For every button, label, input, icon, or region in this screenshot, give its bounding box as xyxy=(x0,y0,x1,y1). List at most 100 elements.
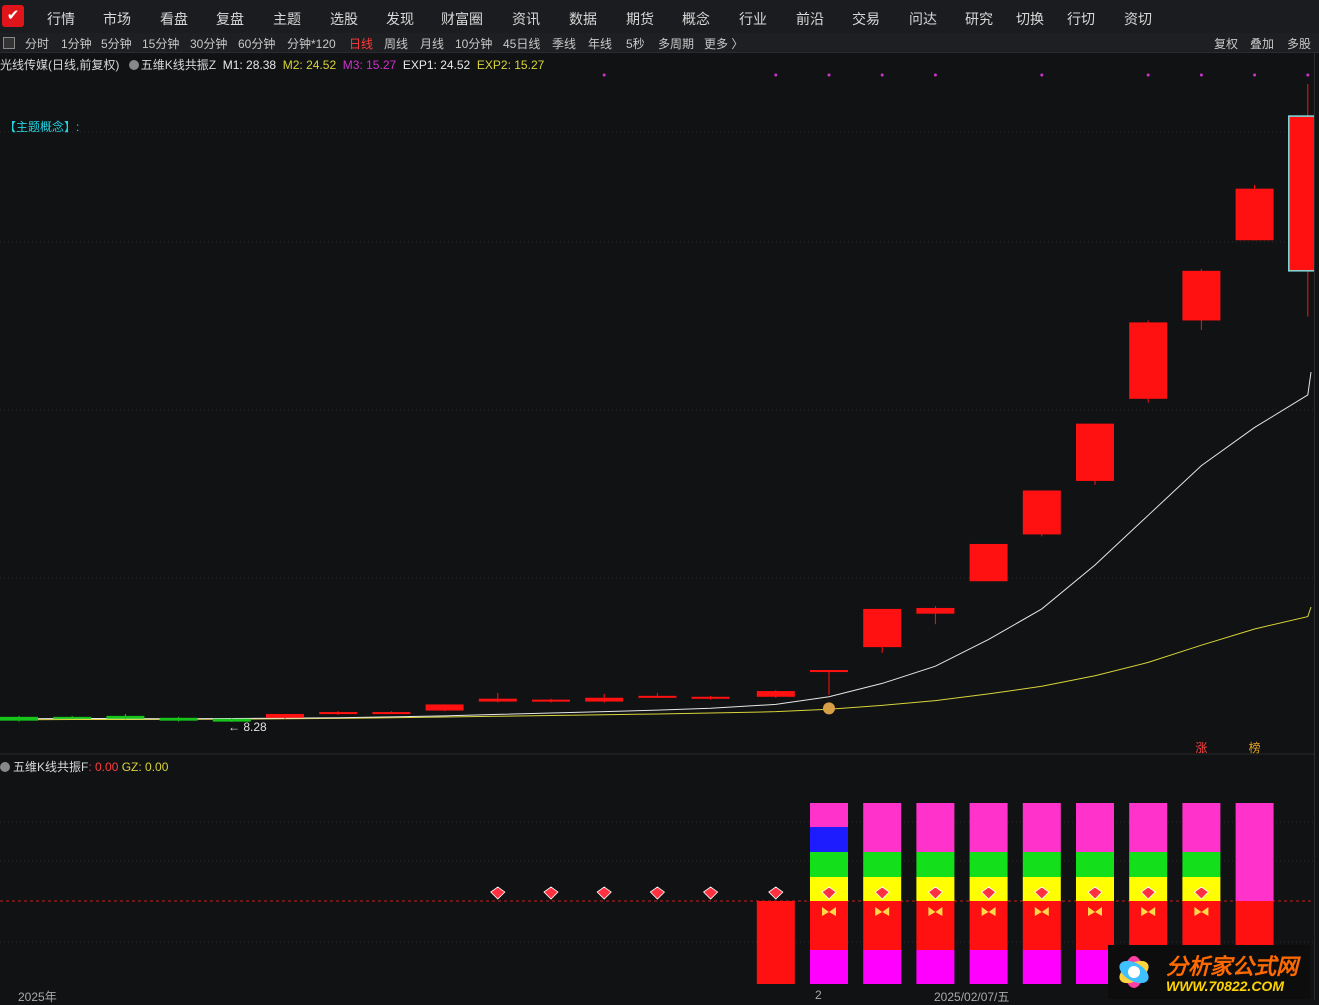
gem-icon xyxy=(1140,886,1156,900)
period-right-item[interactable]: 复权 xyxy=(1214,37,1239,51)
candle-body[interactable] xyxy=(638,695,677,698)
period-item[interactable]: 分钟*120 xyxy=(287,37,336,51)
menu-item[interactable]: 市场 xyxy=(103,11,131,27)
candle-body[interactable] xyxy=(585,697,624,702)
theme-concept-label[interactable]: 【主题概念】: xyxy=(4,120,80,134)
candle-body[interactable] xyxy=(425,704,464,711)
candle-body[interactable] xyxy=(478,698,517,702)
main-indicator-name[interactable]: 五维K线共振Z xyxy=(140,58,217,72)
sub-bar-segment xyxy=(969,803,1008,852)
sub-bar-segment xyxy=(863,852,902,877)
candle-body[interactable] xyxy=(1022,490,1061,535)
candle-body[interactable] xyxy=(372,712,411,715)
period-item[interactable]: 更多 〉 xyxy=(704,37,744,51)
menu-item[interactable]: 问达 xyxy=(909,11,937,27)
candle-body[interactable] xyxy=(756,691,795,697)
m1-value: M1: 28.38 xyxy=(222,58,277,72)
menu-item[interactable]: 主题 xyxy=(273,11,301,27)
candle-body[interactable] xyxy=(1129,322,1168,399)
menu-item[interactable]: 看盘 xyxy=(160,11,188,27)
menu-item[interactable]: 行情 xyxy=(47,11,75,27)
chart-right-border xyxy=(1314,52,1315,1000)
candle-body[interactable] xyxy=(159,717,198,721)
period-item[interactable]: 10分钟 xyxy=(455,37,493,51)
menu-item[interactable]: 发现 xyxy=(386,11,414,27)
sub-indicator-chart[interactable] xyxy=(0,756,1314,1004)
menu-item[interactable]: 交易 xyxy=(852,11,880,27)
period-item[interactable]: 多周期 xyxy=(658,37,695,51)
butterfly-icon xyxy=(1141,907,1156,916)
app-logo-icon[interactable]: ✔ xyxy=(2,5,24,27)
candle-body[interactable] xyxy=(319,712,358,715)
period-item[interactable]: 日线 xyxy=(349,37,374,51)
m3-dot xyxy=(1253,73,1257,77)
period-item[interactable]: 季线 xyxy=(552,37,577,51)
gem-icon xyxy=(1087,886,1103,900)
m3-dot xyxy=(1199,73,1203,77)
menu-item[interactable]: 概念 xyxy=(682,11,710,27)
butterfly-icon xyxy=(981,907,996,916)
gem-icon xyxy=(874,886,890,900)
menu-item[interactable]: 选股 xyxy=(330,11,358,27)
candle-body[interactable] xyxy=(863,608,902,648)
period-item[interactable]: 45日线 xyxy=(503,37,541,51)
period-item[interactable]: 分时 xyxy=(25,37,50,51)
sub-bar-segment xyxy=(810,827,848,852)
candle-body[interactable] xyxy=(969,543,1008,582)
gem-icon xyxy=(702,886,719,900)
candle-body[interactable] xyxy=(1288,116,1314,271)
sub-bar-segment xyxy=(916,901,955,950)
candle-body[interactable] xyxy=(106,715,145,719)
candle-body[interactable] xyxy=(53,716,92,719)
period-right-item[interactable]: 多股 xyxy=(1287,37,1312,51)
window-toggle-icon[interactable] xyxy=(3,37,15,49)
menu-item[interactable]: 资讯 xyxy=(512,11,540,27)
butterfly-icon xyxy=(822,907,836,916)
sub-gz-value: GZ: 0.00 xyxy=(121,760,169,774)
period-item[interactable]: 年线 xyxy=(588,37,613,51)
period-item[interactable]: 1分钟 xyxy=(61,37,92,51)
menu-item[interactable]: 行业 xyxy=(739,11,767,27)
period-item[interactable]: 60分钟 xyxy=(238,37,276,51)
sub-indicator-name[interactable]: 五维K线共振F xyxy=(13,760,89,774)
period-item[interactable]: 周线 xyxy=(384,37,409,51)
candle-body[interactable] xyxy=(532,699,570,702)
candle-body[interactable] xyxy=(1235,188,1274,241)
period-item[interactable]: 5分钟 xyxy=(101,37,132,51)
candle-body[interactable] xyxy=(1182,270,1221,321)
indicator-toggle-icon[interactable] xyxy=(128,60,139,70)
menu-item[interactable]: 期货 xyxy=(626,11,654,27)
menu-item[interactable]: 资切 xyxy=(1124,11,1152,27)
period-right-item[interactable]: 叠加 xyxy=(1250,37,1275,51)
m3-dot xyxy=(1040,73,1044,77)
gem-icon xyxy=(543,886,559,900)
menu-item[interactable]: 数据 xyxy=(569,11,597,27)
butterfly-icon xyxy=(1088,907,1102,916)
candle-body[interactable] xyxy=(212,718,251,722)
candle-body[interactable] xyxy=(266,713,304,718)
sub-bar-segment xyxy=(1076,803,1114,852)
sub-bar-segment xyxy=(1076,852,1114,877)
menu-item[interactable]: 行切 xyxy=(1067,11,1095,27)
menu-item[interactable]: 财富圈 xyxy=(441,11,483,27)
menu-item[interactable]: 切换 xyxy=(1016,11,1044,27)
period-item[interactable]: 15分钟 xyxy=(142,37,180,51)
sub-bar-segment xyxy=(1022,803,1061,852)
butterfly-icon xyxy=(875,907,890,916)
sub-bar-segment xyxy=(1076,950,1114,984)
sub-indicator-toggle-icon[interactable] xyxy=(0,762,10,772)
menu-item[interactable]: 前沿 xyxy=(796,11,824,27)
candle-body[interactable] xyxy=(0,716,38,721)
period-item[interactable]: 30分钟 xyxy=(190,37,228,51)
candle-body[interactable] xyxy=(1076,423,1114,481)
period-item[interactable]: 月线 xyxy=(420,37,445,51)
candle-body[interactable] xyxy=(916,607,955,614)
period-item[interactable]: 5秒 xyxy=(626,37,645,51)
sub-bar-segment xyxy=(863,901,902,950)
candle-body[interactable] xyxy=(810,670,848,673)
menu-item[interactable]: 研究 xyxy=(965,11,993,27)
candle-body[interactable] xyxy=(691,696,730,699)
watermark-logo: 分析家公式网 WWW.70822.COM xyxy=(1108,945,1310,999)
menu-item[interactable]: 复盘 xyxy=(216,11,244,27)
